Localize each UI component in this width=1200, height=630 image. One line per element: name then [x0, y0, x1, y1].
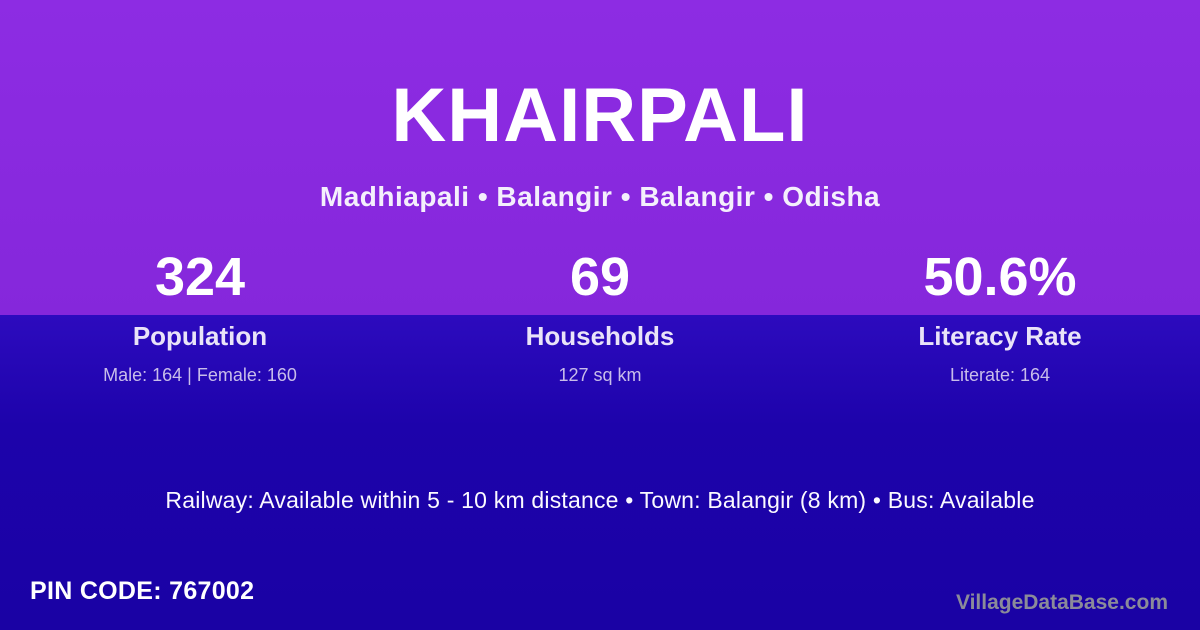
households-detail: 127 sq km: [558, 365, 642, 385]
households-value: 69: [569, 247, 631, 307]
pin-code: PIN CODE: 767002: [30, 577, 255, 605]
literacy-label: Literacy Rate: [918, 321, 1082, 351]
literacy-value: 50.6%: [923, 247, 1077, 307]
village-title: KHAIRPALI: [391, 73, 809, 158]
bottom-background: [0, 315, 1200, 630]
population-label: Population: [132, 321, 268, 351]
stat-households: 69 Households 127 sq km: [400, 250, 800, 386]
population-value: 324: [154, 247, 246, 307]
population-detail: Male: 164 | Female: 160: [103, 365, 297, 385]
households-label: Households: [525, 321, 675, 351]
transport-availability-line: Railway: Available within 5 - 10 km dist…: [165, 487, 1035, 513]
stat-population: 324 Population Male: 164 | Female: 160: [0, 250, 400, 386]
stats-row: 324 Population Male: 164 | Female: 160 6…: [0, 250, 1200, 386]
literacy-detail: Literate: 164: [949, 365, 1051, 385]
stat-literacy: 50.6% Literacy Rate Literate: 164: [800, 250, 1200, 386]
village-location-breadcrumb: Madhiapali • Balangir • Balangir • Odish…: [319, 181, 881, 212]
top-background: [0, 0, 1200, 315]
site-watermark: VillageDataBase.com: [955, 591, 1168, 614]
